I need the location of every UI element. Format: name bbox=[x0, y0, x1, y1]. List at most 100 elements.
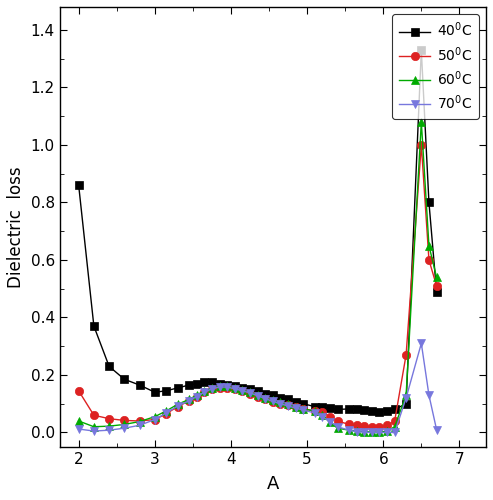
40°C bbox=[426, 200, 432, 205]
50°C bbox=[76, 388, 82, 394]
70°C bbox=[346, 427, 352, 433]
60°C bbox=[346, 427, 352, 433]
70°C bbox=[319, 414, 325, 420]
50°C bbox=[434, 283, 440, 289]
40°C bbox=[312, 404, 317, 409]
40°C bbox=[262, 390, 268, 396]
40°C bbox=[384, 408, 390, 414]
70°C bbox=[384, 430, 390, 436]
40°C bbox=[201, 379, 207, 385]
60°C bbox=[426, 242, 432, 248]
70°C bbox=[353, 428, 359, 434]
Line: 70°C: 70°C bbox=[74, 339, 441, 436]
60°C bbox=[377, 429, 383, 435]
70°C bbox=[201, 389, 207, 395]
50°C bbox=[247, 390, 253, 396]
40°C bbox=[240, 385, 246, 391]
50°C bbox=[224, 385, 230, 391]
50°C bbox=[353, 422, 359, 428]
50°C bbox=[209, 386, 215, 392]
50°C bbox=[319, 410, 325, 416]
50°C bbox=[361, 423, 367, 429]
70°C bbox=[137, 422, 142, 428]
40°C bbox=[152, 389, 158, 395]
50°C bbox=[106, 416, 112, 422]
40°C bbox=[327, 405, 333, 411]
60°C bbox=[152, 414, 158, 420]
50°C bbox=[300, 406, 306, 412]
40°C bbox=[377, 409, 383, 415]
60°C bbox=[293, 404, 299, 409]
70°C bbox=[403, 395, 409, 401]
70°C bbox=[369, 430, 375, 436]
70°C bbox=[247, 390, 253, 396]
60°C bbox=[137, 418, 142, 424]
60°C bbox=[384, 428, 390, 434]
40°C bbox=[209, 379, 215, 385]
70°C bbox=[163, 410, 169, 416]
50°C bbox=[163, 411, 169, 417]
60°C bbox=[312, 408, 317, 414]
50°C bbox=[152, 416, 158, 422]
60°C bbox=[353, 428, 359, 434]
40°C bbox=[224, 382, 230, 388]
40°C bbox=[106, 364, 112, 370]
60°C bbox=[186, 396, 192, 402]
40°C bbox=[300, 400, 306, 406]
70°C bbox=[285, 403, 291, 409]
70°C bbox=[361, 429, 367, 435]
50°C bbox=[262, 396, 268, 402]
60°C bbox=[194, 392, 200, 398]
40°C bbox=[216, 380, 222, 386]
50°C bbox=[377, 424, 383, 430]
50°C bbox=[335, 418, 341, 424]
50°C bbox=[384, 422, 390, 428]
Legend: 40$^0$C, 50$^0$C, 60$^0$C, 70$^0$C: 40$^0$C, 50$^0$C, 60$^0$C, 70$^0$C bbox=[392, 14, 479, 119]
70°C bbox=[240, 388, 246, 394]
60°C bbox=[201, 388, 207, 394]
Line: 60°C: 60°C bbox=[74, 118, 441, 436]
50°C bbox=[232, 386, 238, 392]
50°C bbox=[327, 414, 333, 420]
60°C bbox=[224, 384, 230, 390]
40°C bbox=[335, 406, 341, 412]
60°C bbox=[300, 406, 306, 412]
60°C bbox=[327, 420, 333, 426]
50°C bbox=[240, 388, 246, 394]
70°C bbox=[327, 418, 333, 424]
50°C bbox=[369, 424, 375, 430]
60°C bbox=[209, 385, 215, 391]
Line: 50°C: 50°C bbox=[74, 141, 441, 431]
60°C bbox=[392, 424, 398, 430]
40°C bbox=[270, 392, 276, 398]
70°C bbox=[209, 386, 215, 392]
70°C bbox=[335, 424, 341, 430]
40°C bbox=[137, 382, 142, 388]
40°C bbox=[346, 406, 352, 412]
70°C bbox=[224, 384, 230, 390]
50°C bbox=[186, 398, 192, 404]
70°C bbox=[278, 400, 283, 406]
60°C bbox=[270, 398, 276, 404]
60°C bbox=[216, 384, 222, 390]
50°C bbox=[137, 418, 142, 424]
70°C bbox=[106, 427, 112, 433]
70°C bbox=[194, 394, 200, 400]
50°C bbox=[201, 389, 207, 395]
40°C bbox=[434, 288, 440, 294]
40°C bbox=[361, 407, 367, 413]
40°C bbox=[392, 406, 398, 412]
X-axis label: A: A bbox=[267, 475, 279, 493]
60°C bbox=[106, 423, 112, 429]
60°C bbox=[319, 412, 325, 418]
70°C bbox=[255, 392, 261, 398]
50°C bbox=[392, 418, 398, 424]
40°C bbox=[121, 376, 127, 382]
60°C bbox=[121, 422, 127, 428]
60°C bbox=[240, 387, 246, 393]
60°C bbox=[285, 402, 291, 407]
60°C bbox=[278, 400, 283, 406]
50°C bbox=[194, 394, 200, 400]
40°C bbox=[76, 182, 82, 188]
70°C bbox=[121, 425, 127, 431]
